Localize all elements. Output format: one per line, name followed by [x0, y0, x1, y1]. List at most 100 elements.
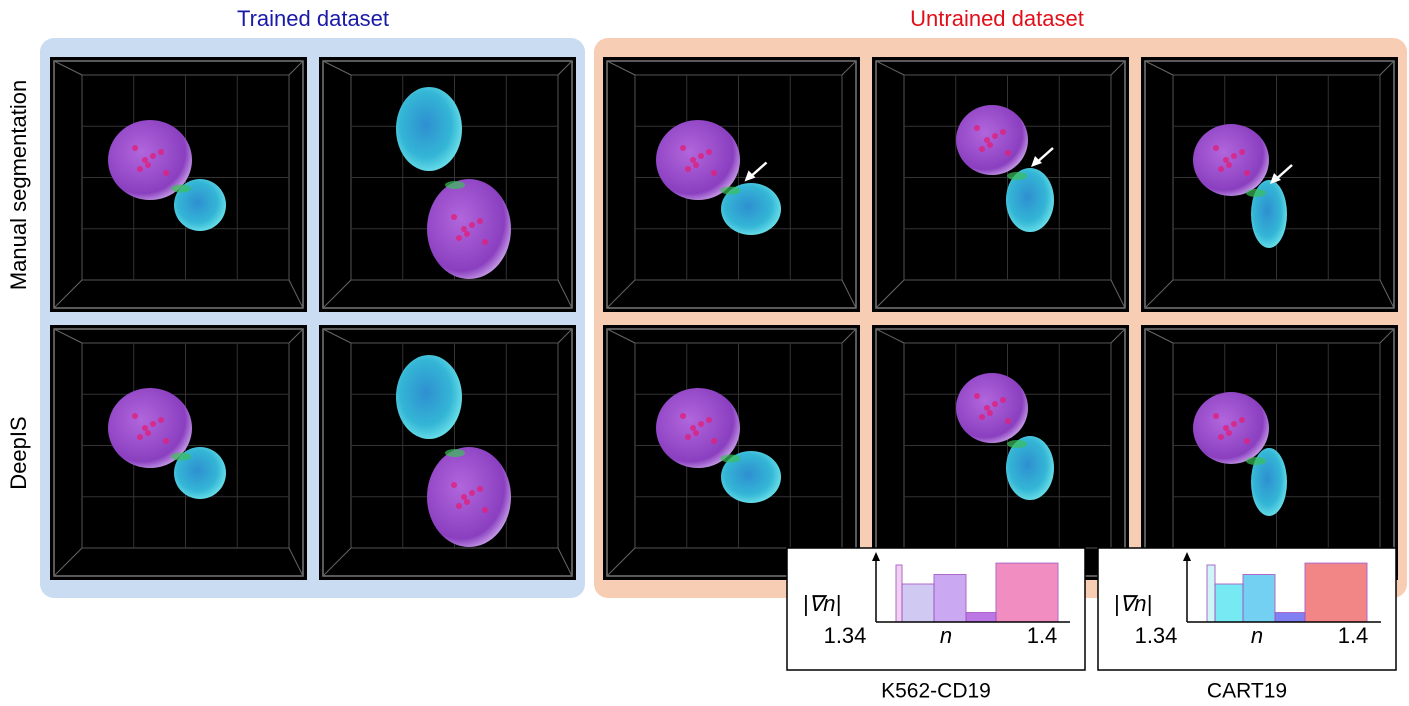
- cell-panel: [1141, 57, 1398, 312]
- spot: [987, 142, 993, 148]
- spot: [1218, 166, 1224, 172]
- tf-bar: [996, 563, 1058, 622]
- spot: [142, 425, 148, 431]
- panel-bg: [603, 57, 860, 312]
- tf-bar: [1215, 584, 1243, 622]
- spot: [150, 153, 156, 159]
- spot: [680, 413, 686, 419]
- spot: [469, 490, 475, 496]
- contact: [1246, 457, 1266, 465]
- spot: [1239, 149, 1245, 155]
- contact: [721, 187, 741, 195]
- spot: [680, 145, 686, 151]
- cell-purple: [956, 105, 1028, 175]
- spot: [690, 157, 696, 163]
- spot: [711, 170, 717, 176]
- cell-panel: [319, 57, 576, 312]
- cell-purple: [427, 447, 511, 547]
- spot: [979, 414, 985, 420]
- spot: [1005, 150, 1011, 156]
- contact: [445, 181, 465, 189]
- spot: [461, 226, 467, 232]
- contact: [171, 185, 191, 193]
- spot: [150, 421, 156, 427]
- tf-bar: [896, 565, 902, 622]
- contact: [721, 455, 741, 463]
- cell-panel: [1141, 325, 1398, 580]
- panel-bg: [603, 325, 860, 580]
- contact: [1007, 172, 1027, 180]
- spot: [477, 486, 483, 492]
- y-label: |∇n|: [1114, 591, 1152, 616]
- spot: [132, 145, 138, 151]
- spot: [1231, 153, 1237, 159]
- spot: [1239, 417, 1245, 423]
- cell-panel: [319, 325, 576, 580]
- x-min: 1.34: [1135, 623, 1178, 648]
- spot: [984, 137, 990, 143]
- spot: [1000, 129, 1006, 135]
- spot: [992, 133, 998, 139]
- spot: [706, 149, 712, 155]
- contact: [1007, 440, 1027, 448]
- contact: [1246, 189, 1266, 197]
- row-label: DeepIS: [6, 416, 31, 489]
- spot: [979, 146, 985, 152]
- spot: [1213, 145, 1219, 151]
- cell-purple: [1193, 124, 1269, 196]
- spot: [1213, 413, 1219, 419]
- y-label: |∇n|: [803, 591, 841, 616]
- spot: [464, 499, 470, 505]
- tf-bar: [1207, 565, 1215, 622]
- spot: [1244, 438, 1250, 444]
- tf-bar: [934, 575, 966, 623]
- spot: [158, 417, 164, 423]
- cell-cyan: [396, 355, 462, 439]
- spot: [992, 401, 998, 407]
- x-label: n: [940, 623, 952, 648]
- spot: [690, 425, 696, 431]
- transfer-function-inset: |∇n| 1.34 n 1.4 CART19: [1098, 548, 1396, 703]
- spot: [137, 166, 143, 172]
- spot: [698, 153, 704, 159]
- trained-title: Trained dataset: [237, 6, 389, 31]
- x-max: 1.4: [1338, 623, 1369, 648]
- transfer-function-inset: |∇n| 1.34 n 1.4 K562-CD19: [787, 548, 1085, 703]
- cell-cyan: [396, 87, 462, 171]
- x-min: 1.34: [824, 623, 867, 648]
- contact: [171, 453, 191, 461]
- spot: [1244, 170, 1250, 176]
- spot: [145, 162, 151, 168]
- spot: [158, 149, 164, 155]
- spot: [482, 507, 488, 513]
- spot: [974, 393, 980, 399]
- spot: [693, 430, 699, 436]
- spot: [1226, 162, 1232, 168]
- page: Trained dataset Untrained dataset Manual…: [0, 0, 1409, 706]
- inset-caption: K562-CD19: [881, 680, 991, 703]
- spot: [706, 417, 712, 423]
- spot: [693, 162, 699, 168]
- spot: [698, 421, 704, 427]
- cell-purple: [427, 179, 511, 279]
- spot: [1005, 418, 1011, 424]
- spot: [464, 231, 470, 237]
- spot: [1223, 157, 1229, 163]
- spot: [1231, 421, 1237, 427]
- cell-purple: [1193, 392, 1269, 464]
- spot: [1223, 425, 1229, 431]
- spot: [987, 410, 993, 416]
- spot: [477, 218, 483, 224]
- spot: [132, 413, 138, 419]
- spot: [469, 222, 475, 228]
- spot: [142, 157, 148, 163]
- spot: [451, 482, 457, 488]
- spot: [456, 235, 462, 241]
- inset-caption: CART19: [1207, 680, 1287, 703]
- spot: [685, 166, 691, 172]
- x-max: 1.4: [1027, 623, 1058, 648]
- tf-bar: [1305, 563, 1367, 622]
- spot: [163, 438, 169, 444]
- x-label: n: [1251, 623, 1263, 648]
- cell-panel: [50, 325, 307, 580]
